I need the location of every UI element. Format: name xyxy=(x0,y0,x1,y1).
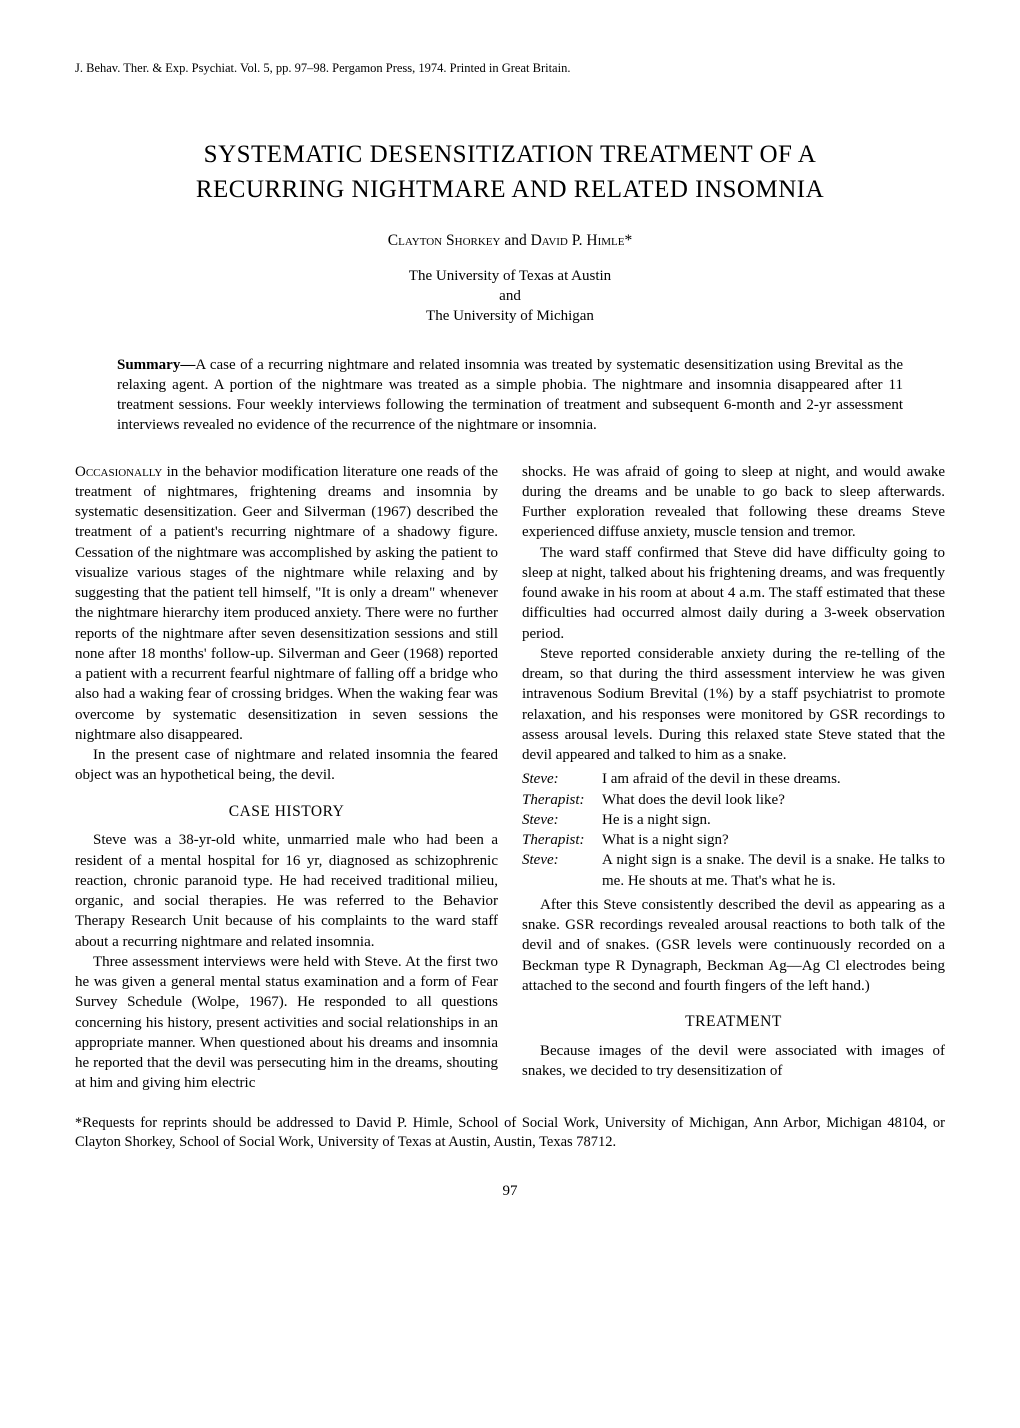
dialogue-row: Therapist: What does the devil look like… xyxy=(522,790,945,810)
right-p5: Because images of the devil were associa… xyxy=(522,1041,945,1082)
page-number: 97 xyxy=(75,1181,945,1201)
left-p3: Steve was a 38-yr-old white, unmarried m… xyxy=(75,830,498,952)
summary: Summary—A case of a recurring nightmare … xyxy=(117,355,903,436)
speaker: Therapist: xyxy=(522,830,602,850)
left-p1: Occasionally in the behavior modificatio… xyxy=(75,462,498,746)
summary-label: Summary— xyxy=(117,357,195,373)
dialogue-row: Steve: I am afraid of the devil in these… xyxy=(522,769,945,789)
left-p1-lead: Occasionally xyxy=(75,464,162,480)
utterance: What does the devil look like? xyxy=(602,790,945,810)
left-p1-rest: in the behavior modification literature … xyxy=(75,464,498,743)
treatment-heading: TREATMENT xyxy=(522,1012,945,1033)
author-1: Clayton Shorkey xyxy=(388,232,501,249)
affiliation-line-2: and xyxy=(75,286,945,306)
body-columns: Occasionally in the behavior modificatio… xyxy=(75,462,945,1094)
affiliation-line-1: The University of Texas at Austin xyxy=(75,266,945,286)
utterance: What is a night sign? xyxy=(602,830,945,850)
author-2: David P. Himle* xyxy=(531,232,633,249)
speaker: Steve: xyxy=(522,769,602,789)
right-p4: After this Steve consistently described … xyxy=(522,895,945,996)
utterance: I am afraid of the devil in these dreams… xyxy=(602,769,945,789)
title-line-2: RECURRING NIGHTMARE AND RELATED INSOMNIA xyxy=(196,176,824,203)
summary-text: A case of a recurring nightmare and rela… xyxy=(117,357,903,434)
utterance: He is a night sign. xyxy=(602,810,945,830)
left-p2: In the present case of nightmare and rel… xyxy=(75,745,498,786)
dialogue: Steve: I am afraid of the devil in these… xyxy=(522,769,945,891)
journal-header: J. Behav. Ther. & Exp. Psychiat. Vol. 5,… xyxy=(75,60,945,77)
right-p1: shocks. He was afraid of going to sleep … xyxy=(522,462,945,543)
footnote: *Requests for reprints should be address… xyxy=(75,1114,945,1152)
affiliation: The University of Texas at Austin and Th… xyxy=(75,266,945,327)
speaker: Therapist: xyxy=(522,790,602,810)
case-history-heading: CASE HISTORY xyxy=(75,802,498,823)
right-p3: Steve reported considerable anxiety duri… xyxy=(522,644,945,766)
right-column: shocks. He was afraid of going to sleep … xyxy=(522,462,945,1094)
dialogue-row: Steve: A night sign is a snake. The devi… xyxy=(522,850,945,891)
authors-and: and xyxy=(500,232,530,249)
speaker: Steve: xyxy=(522,850,602,891)
authors: Clayton Shorkey and David P. Himle* xyxy=(75,231,945,252)
left-column: Occasionally in the behavior modificatio… xyxy=(75,462,498,1094)
dialogue-row: Steve: He is a night sign. xyxy=(522,810,945,830)
article-title: SYSTEMATIC DESENSITIZATION TREATMENT OF … xyxy=(75,137,945,207)
title-line-1: SYSTEMATIC DESENSITIZATION TREATMENT OF … xyxy=(204,141,817,168)
affiliation-line-3: The University of Michigan xyxy=(75,306,945,326)
left-p4: Three assessment interviews were held wi… xyxy=(75,952,498,1094)
speaker: Steve: xyxy=(522,810,602,830)
right-p2: The ward staff confirmed that Steve did … xyxy=(522,543,945,644)
utterance: A night sign is a snake. The devil is a … xyxy=(602,850,945,891)
dialogue-row: Therapist: What is a night sign? xyxy=(522,830,945,850)
